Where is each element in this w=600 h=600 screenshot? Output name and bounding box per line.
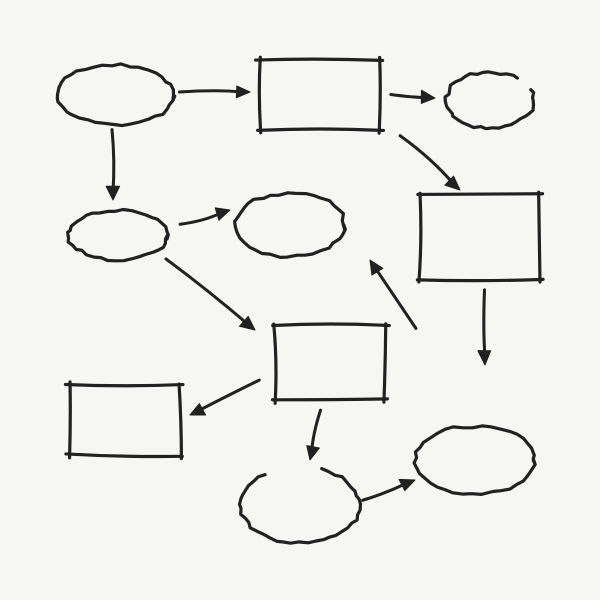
node-n4 <box>68 210 169 261</box>
arrow <box>190 380 259 415</box>
node-n1 <box>57 64 174 126</box>
node-n8 <box>65 382 182 459</box>
arrow <box>391 90 435 103</box>
arrow <box>307 410 321 460</box>
arrow <box>106 130 120 200</box>
arrow <box>179 86 250 98</box>
node-n3 <box>445 72 534 129</box>
node-n2 <box>255 57 383 133</box>
arrow <box>363 479 415 500</box>
flowchart-canvas <box>0 0 600 600</box>
node-n10 <box>414 426 535 495</box>
arrow <box>400 136 460 190</box>
node-n6 <box>417 192 543 282</box>
arrow <box>166 259 255 330</box>
arrow <box>370 260 416 328</box>
node-n9 <box>240 469 361 544</box>
node-n7 <box>273 324 390 403</box>
arrow <box>180 208 230 224</box>
arrow <box>478 290 491 365</box>
node-n5 <box>235 193 346 258</box>
